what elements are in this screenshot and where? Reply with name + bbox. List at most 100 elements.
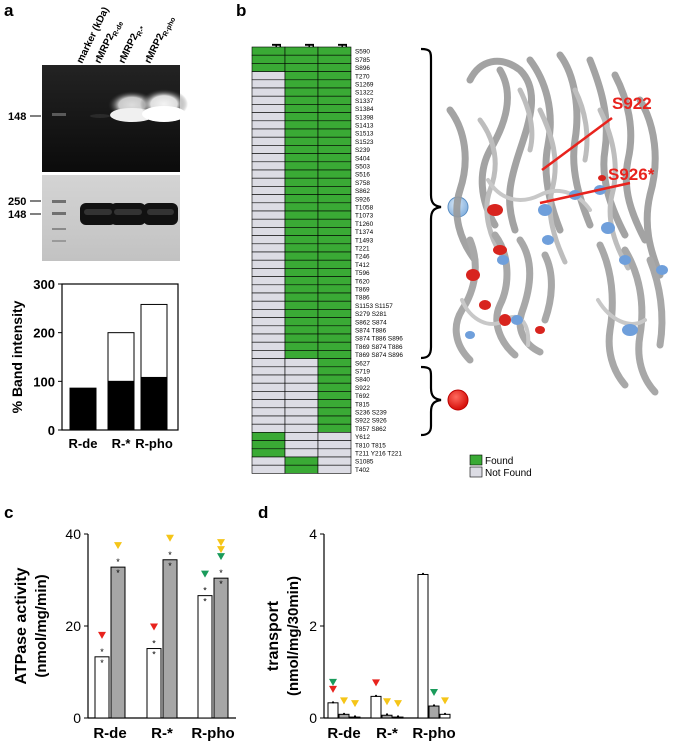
grid-cell xyxy=(251,391,286,400)
site-label: S236 S239 xyxy=(355,410,387,417)
y-tick-label: 200 xyxy=(33,326,55,341)
data-point: • xyxy=(386,710,389,719)
grid-cell xyxy=(251,120,286,130)
site-label: S1337 xyxy=(355,98,374,105)
grid-cell xyxy=(317,423,352,433)
grid-cell xyxy=(317,366,352,376)
x-tick-label: R-* xyxy=(151,725,173,742)
grid-cell xyxy=(317,235,352,245)
y-axis-label: % Band intensity xyxy=(9,300,25,413)
grid-cell xyxy=(317,136,352,146)
site-label: T620 xyxy=(355,278,370,285)
grid-cell xyxy=(284,350,319,359)
bar xyxy=(213,577,229,719)
stained-gel-image xyxy=(42,175,180,261)
grid-cell xyxy=(284,63,319,72)
site-label: S1384 xyxy=(355,106,374,113)
blot2-marker-148: 148 xyxy=(8,209,26,221)
grid-cell xyxy=(284,358,319,368)
grid-cell xyxy=(284,218,319,228)
grid-cell xyxy=(284,120,319,130)
grid-cell xyxy=(284,382,319,392)
grid-cell xyxy=(251,399,286,409)
site-label: S896 xyxy=(355,65,370,72)
grid-cell xyxy=(317,284,352,294)
grid-cell xyxy=(317,268,352,277)
site-label: S1153 S1157 xyxy=(355,303,393,310)
grid-cell xyxy=(251,350,286,359)
grid-cell xyxy=(284,210,319,220)
grid-cell xyxy=(317,358,352,368)
grid-cell xyxy=(317,177,352,187)
band-intensity-chart: 0 100 200 300 % Band intensity R-de R-* R-pho xyxy=(9,277,179,451)
grid-cell xyxy=(317,120,352,130)
data-point: * xyxy=(168,561,172,571)
grid-cell xyxy=(284,456,319,466)
data-point: • xyxy=(433,701,436,710)
y-tick-label: 40 xyxy=(65,526,81,542)
grid-cell xyxy=(284,399,319,409)
bar xyxy=(349,716,361,719)
structure-callout-lines xyxy=(539,116,631,205)
site-label: T869 xyxy=(355,287,370,294)
grid-cell xyxy=(251,341,286,351)
grid-cell xyxy=(251,128,286,138)
bar xyxy=(94,656,110,719)
significance-marker xyxy=(329,685,337,693)
structure-label-s922: S922 xyxy=(612,94,652,113)
grid-cell xyxy=(284,186,319,195)
grid-cell xyxy=(251,268,286,277)
grid-cell xyxy=(284,54,319,64)
bar xyxy=(417,573,429,719)
data-point: * xyxy=(219,579,223,589)
grid-cell xyxy=(317,104,352,113)
grid-cell xyxy=(317,210,352,220)
grid-cell xyxy=(251,145,286,154)
bracket-group-2 xyxy=(420,365,442,437)
grid-cell xyxy=(251,440,286,450)
data-point: • xyxy=(354,712,357,721)
site-label: S404 xyxy=(355,155,370,162)
bar xyxy=(439,713,451,719)
site-label: T810 T815 xyxy=(355,442,386,449)
grid-cell xyxy=(284,128,319,138)
grid-cell xyxy=(284,104,319,113)
grid-cell xyxy=(251,235,286,245)
grid-cell xyxy=(317,161,352,171)
grid-cell xyxy=(317,440,352,450)
grid-cell xyxy=(317,391,352,400)
significance-marker xyxy=(217,553,225,561)
site-label: S926 xyxy=(355,196,370,203)
y-tick-label: 0 xyxy=(73,710,81,726)
site-label: S1413 xyxy=(355,123,374,130)
phosphosite-grid: R-deR-*R-phoS590S785S896T270S1269S1322S1… xyxy=(251,43,403,474)
grid-cell xyxy=(251,95,286,105)
grid-cell xyxy=(317,54,352,64)
legend-not-found-label: Not Found xyxy=(485,468,532,479)
site-label: T815 xyxy=(355,401,370,408)
grid-cell xyxy=(284,259,319,269)
grid-cell xyxy=(284,145,319,154)
data-point: * xyxy=(100,647,104,657)
site-label: S922 xyxy=(355,385,370,392)
site-label: T596 xyxy=(355,270,370,277)
grid-cell xyxy=(284,177,319,187)
data-point: • xyxy=(397,712,400,721)
site-label: Y612 xyxy=(355,434,370,441)
grid-cell xyxy=(284,415,319,425)
x-tick-label: R-pho xyxy=(191,725,234,742)
blot1-marker-148: 148 xyxy=(8,111,26,123)
site-label: T402 xyxy=(355,467,370,474)
site-label: T1493 xyxy=(355,237,374,244)
site-label: T211 Y216 T221 xyxy=(355,451,402,458)
grid-cell xyxy=(284,423,319,433)
grid-cell xyxy=(284,464,319,474)
x-tick-label: R-pho xyxy=(412,725,455,742)
y-tick-label: 0 xyxy=(309,710,317,726)
grid-cell xyxy=(284,95,319,105)
site-label: S627 xyxy=(355,360,370,367)
grid-cell xyxy=(317,448,352,458)
grid-cell xyxy=(251,415,286,425)
x-tick-label: R-* xyxy=(376,725,398,742)
western-blot-image xyxy=(42,65,188,172)
